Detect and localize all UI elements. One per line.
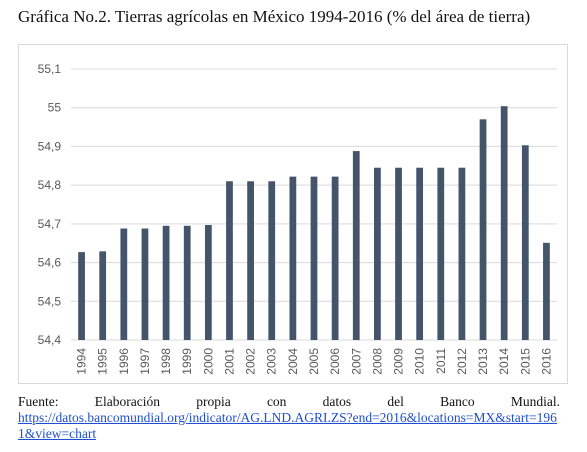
source-word: propia	[196, 394, 231, 409]
bar	[331, 176, 339, 340]
bar	[99, 251, 107, 340]
x-tick-label: 2015	[518, 348, 532, 375]
x-tick-label: 2009	[392, 348, 406, 375]
x-tick-label: 2003	[265, 348, 279, 375]
bar	[500, 106, 508, 340]
x-tick-label: 2004	[286, 348, 300, 375]
source-word: datos	[322, 394, 352, 409]
bar	[183, 225, 191, 340]
y-tick-label: 54,6	[38, 256, 62, 270]
bar	[374, 167, 381, 340]
y-tick-label: 54,9	[38, 139, 62, 153]
y-tick-label: 54,7	[38, 217, 62, 231]
x-tick-label: 1995	[96, 348, 110, 375]
bar	[289, 176, 297, 340]
chart-area: 54,4 54,5 54,6 54,7 54,8 54,9 55 55,1 1994 1995 19…	[18, 44, 568, 384]
source-word: del	[387, 394, 404, 409]
source-word: Fuente:	[18, 394, 59, 409]
source-word: con	[266, 394, 287, 409]
source-text: Fuente: Elaboración propia con datos del Banco…	[18, 394, 560, 410]
bar	[78, 252, 85, 340]
y-tick-label: 54,8	[38, 178, 62, 192]
x-tick-label: 2000	[201, 348, 215, 375]
x-tick-label: 1998	[159, 348, 173, 375]
x-tick-label: 2008	[370, 348, 384, 375]
y-tick-label: 54,4	[38, 333, 62, 347]
x-tick-label: 2010	[413, 348, 427, 375]
source-word: Banco	[440, 394, 475, 409]
x-tick-label: 2011	[434, 348, 448, 374]
x-tick-label: 1999	[180, 348, 194, 375]
x-tick-label: 1997	[138, 348, 152, 375]
bar	[521, 145, 529, 340]
x-tick-label: 2014	[497, 348, 511, 375]
x-tick-label: 2013	[476, 348, 490, 375]
bar	[204, 225, 212, 340]
bar	[120, 228, 128, 340]
x-tick-label: 1994	[75, 348, 89, 375]
bar	[395, 167, 402, 340]
x-tick-label: 2007	[349, 348, 363, 375]
x-tick-label: 2002	[244, 348, 258, 375]
bar	[458, 167, 466, 340]
x-tick-label: 2005	[307, 348, 321, 375]
source-word: Mundial.	[510, 394, 560, 409]
source-link[interactable]: https://datos.bancomundial.org/indicator…	[18, 410, 557, 441]
bar	[479, 119, 487, 340]
bar-chart: 54,4 54,5 54,6 54,7 54,8 54,9 55 55,1 1994 1995 19…	[38, 62, 557, 375]
bar	[141, 228, 149, 340]
bar	[162, 225, 170, 340]
chart-title: Gráfica No.2. Tierras agrícolas en Méxic…	[18, 7, 531, 26]
x-tick-label: 1996	[117, 348, 131, 375]
bar	[247, 181, 254, 340]
x-tick-label: 2001	[222, 348, 236, 375]
source-word: Elaboración	[94, 394, 160, 409]
bar	[352, 151, 360, 340]
bar	[543, 242, 550, 340]
bar	[310, 176, 318, 340]
x-tick-label: 2012	[455, 348, 469, 375]
source-note: Fuente: Elaboración propia con datos del Banco…	[18, 394, 560, 442]
bar	[416, 167, 424, 340]
bar	[437, 167, 445, 340]
x-tick-label: 2006	[328, 348, 342, 375]
y-tick-label: 55	[48, 101, 62, 115]
y-tick-label: 55,1	[38, 62, 62, 76]
bar	[226, 181, 233, 340]
y-tick-label: 54,5	[38, 294, 62, 308]
bar	[268, 181, 276, 340]
x-tick-label: 2016	[539, 348, 553, 375]
